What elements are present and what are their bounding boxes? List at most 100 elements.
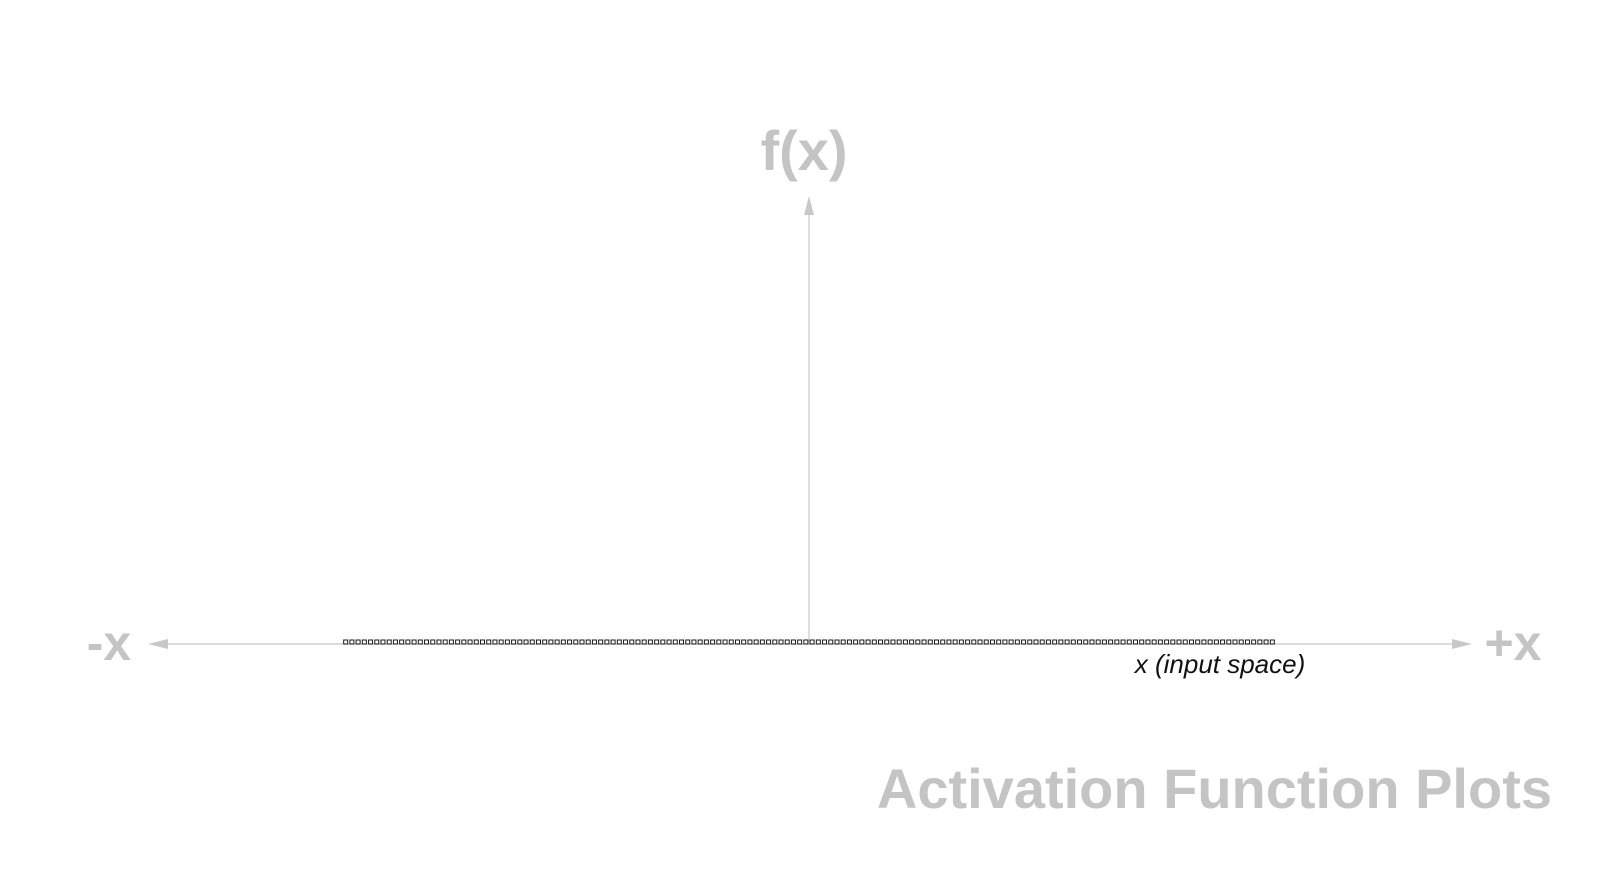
data-point <box>685 639 691 645</box>
data-point <box>927 639 933 645</box>
data-point <box>971 639 977 645</box>
data-point <box>1014 639 1020 645</box>
data-point <box>1052 639 1058 645</box>
data-point <box>1077 639 1083 645</box>
data-point <box>1201 639 1207 645</box>
data-point <box>958 639 964 645</box>
data-point <box>946 639 952 645</box>
data-point <box>902 639 908 645</box>
data-point <box>361 639 367 645</box>
data-point <box>747 639 753 645</box>
data-point <box>1033 639 1039 645</box>
data-point <box>896 639 902 645</box>
data-point <box>828 639 834 645</box>
data-point <box>380 639 386 645</box>
data-point <box>511 639 517 645</box>
data-point <box>859 639 865 645</box>
data-point <box>1120 639 1126 645</box>
data-point <box>504 639 510 645</box>
data-point <box>436 639 442 645</box>
data-point <box>697 639 703 645</box>
data-point <box>411 639 417 645</box>
data-point <box>1226 639 1232 645</box>
data-point <box>368 639 374 645</box>
data-point <box>654 639 660 645</box>
data-point <box>1008 639 1014 645</box>
data-point <box>965 639 971 645</box>
data-point <box>822 639 828 645</box>
x-axis-caption: x (input space) <box>1133 649 1306 679</box>
y-axis-up-arrow <box>804 196 814 215</box>
y-axis-label: f(x) <box>760 119 847 182</box>
data-point <box>915 639 921 645</box>
data-point <box>778 639 784 645</box>
data-point <box>1157 639 1163 645</box>
data-point <box>349 639 355 645</box>
data-point <box>766 639 772 645</box>
data-point <box>1263 639 1269 645</box>
data-point <box>741 639 747 645</box>
data-point <box>809 639 815 645</box>
data-point <box>1145 639 1151 645</box>
x-axis-right-arrow <box>1452 639 1472 649</box>
data-point <box>1021 639 1027 645</box>
data-point <box>1095 639 1101 645</box>
data-point <box>604 639 610 645</box>
data-point <box>815 639 821 645</box>
data-point <box>660 639 666 645</box>
data-point <box>591 639 597 645</box>
data-point <box>977 639 983 645</box>
data-point <box>1164 639 1170 645</box>
data-point <box>666 639 672 645</box>
data-point <box>772 639 778 645</box>
data-point <box>1083 639 1089 645</box>
data-point <box>1269 639 1275 645</box>
data-point <box>1151 639 1157 645</box>
data-point <box>1027 639 1033 645</box>
axes <box>148 196 1472 649</box>
data-point <box>1182 639 1188 645</box>
data-point <box>1108 639 1114 645</box>
data-point <box>834 639 840 645</box>
data-point <box>635 639 641 645</box>
data-point <box>455 639 461 645</box>
data-point <box>1070 639 1076 645</box>
data-point <box>1126 639 1132 645</box>
data-point <box>1195 639 1201 645</box>
data-point <box>940 639 946 645</box>
data-point <box>1257 639 1263 645</box>
data-point <box>846 639 852 645</box>
data-point <box>405 639 411 645</box>
data-point <box>1251 639 1257 645</box>
data-point <box>424 639 430 645</box>
data-point <box>890 639 896 645</box>
data-point <box>629 639 635 645</box>
data-point <box>442 639 448 645</box>
x-axis-negative-label: -x <box>87 615 132 671</box>
data-point <box>803 639 809 645</box>
data-point <box>996 639 1002 645</box>
data-point <box>392 639 398 645</box>
data-point <box>343 639 349 645</box>
data-point <box>933 639 939 645</box>
data-point <box>716 639 722 645</box>
data-point <box>921 639 927 645</box>
data-point <box>1089 639 1095 645</box>
data-point <box>1133 639 1138 645</box>
data-point <box>784 639 790 645</box>
data-point <box>355 639 361 645</box>
data-point <box>480 639 485 645</box>
data-point <box>790 639 796 645</box>
data-point <box>548 639 554 645</box>
data-point <box>672 639 678 645</box>
data-point <box>616 639 622 645</box>
data-point <box>1176 639 1182 645</box>
data-point <box>871 639 877 645</box>
data-point <box>535 639 541 645</box>
data-point <box>710 639 716 645</box>
data-point <box>399 639 405 645</box>
data-point <box>1220 639 1226 645</box>
data-point <box>865 639 871 645</box>
data-point <box>374 639 380 645</box>
data-point <box>567 639 573 645</box>
